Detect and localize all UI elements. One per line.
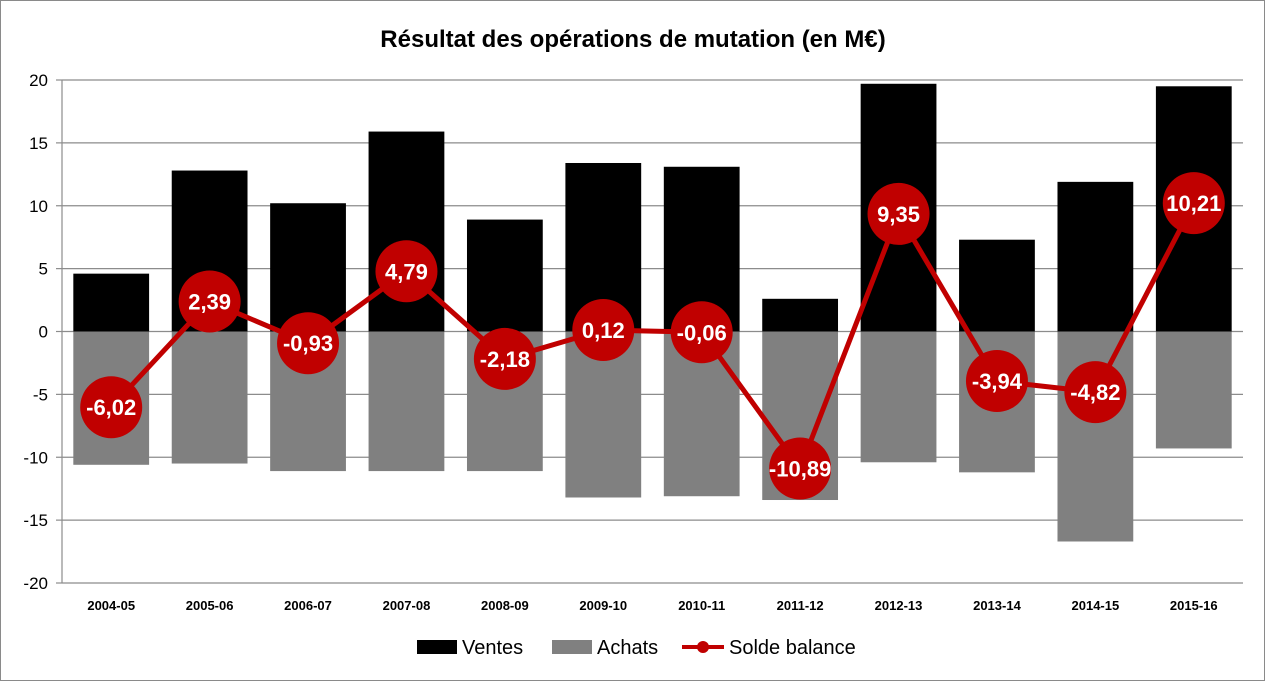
bar-achats [860,331,937,463]
x-tick-label: 2005-06 [186,598,234,613]
legend-swatch-ventes [417,640,457,654]
y-tick-label: -20 [23,574,48,593]
solde-data-label: -0,06 [677,320,727,345]
y-tick-label: 5 [39,260,48,279]
bar-ventes [1057,181,1134,332]
solde-data-label: -4,82 [1070,380,1120,405]
legend-swatch-achats [552,640,592,654]
y-tick-label: -15 [23,511,48,530]
y-tick-label: -5 [33,385,48,404]
solde-line-layer: -6,02 2,39 -0,93 4,79 -2,18 0,12 -0,06 -10,89 9,… [80,172,1225,500]
solde-marker [277,312,340,375]
solde-data-label: -6,02 [86,395,136,420]
bar-ventes [73,273,150,332]
y-tick-label: -10 [23,448,48,467]
solde-data-label: -0,93 [283,331,333,356]
solde-marker [769,437,832,500]
solde-data-label: 0,12 [582,318,625,343]
solde-marker [670,301,733,364]
bar-achats [1155,331,1232,449]
solde-data-label: -3,94 [972,369,1023,394]
bar-ventes [466,219,543,332]
solde-marker [473,327,536,390]
x-tick-label: 2011-12 [777,598,824,613]
x-tick-label: 2006-07 [284,598,332,613]
solde-data-label: -2,18 [480,347,530,372]
solde-marker [80,376,143,439]
solde-data-label: 2,39 [188,289,231,314]
y-tick-label: 10 [29,197,48,216]
x-tick-label: 2008-09 [481,598,529,613]
legend-label-ventes: Ventes [462,637,523,659]
solde-marker [1064,361,1127,424]
y-tick-label: 0 [39,323,48,342]
chart-title: Résultat des opérations de mutation (en … [380,26,885,53]
x-tick-label: 2007-08 [383,598,431,613]
x-axis-ticks: 2004-05 2005-06 2006-07 2007-08 2008-09 2009-… [87,598,1217,613]
bar-achats [171,331,248,464]
solde-data-label: 10,21 [1166,191,1221,216]
legend: Ventes Achats Solde balance [417,637,856,659]
y-tick-label: 15 [29,134,48,153]
x-tick-label: 2015-16 [1170,598,1218,613]
bar-ventes [959,239,1035,332]
solde-marker [965,350,1028,413]
x-tick-label: 2014-15 [1072,598,1120,613]
solde-data-label: 4,79 [385,259,428,284]
x-tick-label: 2010-11 [678,598,725,613]
y-tick-label: 20 [29,71,48,90]
bar-layer [73,83,1232,542]
bar-ventes [762,298,839,332]
legend-marker-solde-balance [697,641,709,653]
x-tick-label: 2009-10 [579,598,627,613]
solde-data-label: 9,35 [877,202,920,227]
x-tick-label: 2013-14 [973,598,1021,613]
bar-achats [368,331,445,472]
solde-data-label: -10,89 [769,456,831,481]
solde-marker [178,270,241,333]
x-tick-label: 2012-13 [875,598,923,613]
legend-label-achats: Achats [597,637,658,659]
solde-marker [1162,172,1225,235]
solde-marker [867,182,930,245]
bar-ventes [270,203,346,332]
solde-marker [572,298,635,361]
y-axis-ticks: 20 15 10 5 0 -5 -10 -15 -20 [23,71,62,593]
x-tick-label: 2004-05 [87,598,135,613]
legend-label-solde-balance: Solde balance [729,637,856,659]
solde-marker [375,240,438,303]
